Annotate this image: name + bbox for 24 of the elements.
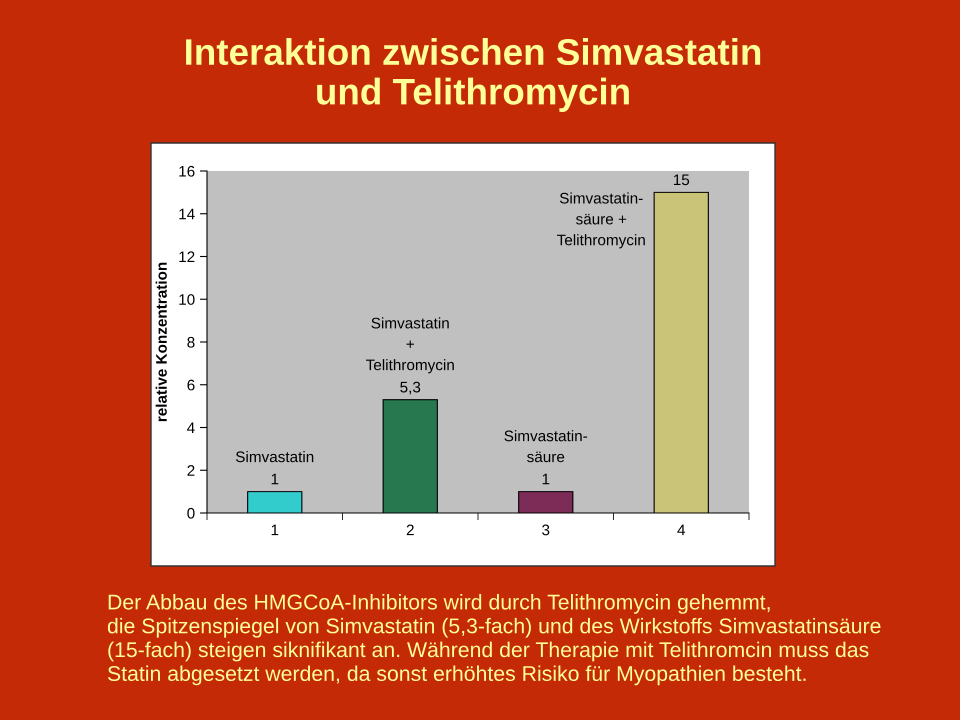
text: Der Abbau des HMGCoA-Inhibitors wird durch Telithromycin gehemmt, die Spitzenspiegel von Simvastatin (5,3-fach) und des Wirkstoffs Simvastatinsäure (15-fach) steigen siknifikant an. Während der Therapie mit Telithromcin muss das Statin abgesetzt werden, da sonst erhöhtes Risiko für Myopathien besteht. [108,594,880,686]
x-tick-label: 2 [406,524,414,536]
annotation: Simvastatin + Telithromycin [366,317,454,374]
data-label: 1 [272,474,278,484]
annotation: Simvastatin [236,450,314,462]
x-tick-label: 3 [542,524,550,536]
y-tick-label: 10 [179,294,195,305]
data-label: 15 [674,174,690,186]
y-tick-label: 8 [187,336,195,348]
y-tick-label: 6 [187,380,195,390]
x-tick-label: 4 [677,524,686,536]
y-tick-label: 16 [179,166,195,177]
y-tick-label: 4 [187,422,195,434]
x-tick-label: 1 [272,524,278,536]
annotation: Simvastatin- säure + Telithromycin [557,192,645,248]
data-label: 1 [542,474,550,484]
data-label: 5,3 [400,382,420,394]
y-tick-label: 14 [179,208,195,220]
chart-title: Interaktion zwischen Simvastatin und Telithromycin [186,38,760,112]
y-tick-label: 2 [187,465,194,476]
annotation: Simvastatin- säure [504,430,588,462]
y-axis-title: relative Konzentration [156,262,167,422]
y-tick-label: 0 [187,508,195,519]
y-tick-label: 12 [179,251,194,262]
